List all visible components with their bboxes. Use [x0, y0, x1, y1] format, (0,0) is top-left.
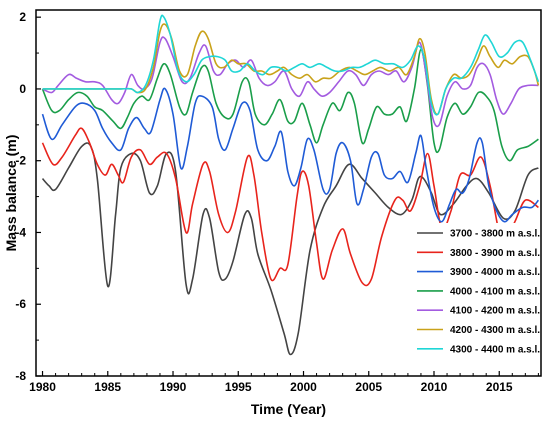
x-tick-label: 1995: [225, 380, 252, 394]
x-tick-label: 1990: [160, 380, 187, 394]
series-line-3: [41, 87, 540, 223]
series-line-7: [42, 14, 540, 116]
x-tick-label: 2010: [421, 380, 448, 394]
series-layer: [41, 14, 540, 356]
x-axis-title: Time (Year): [251, 401, 326, 417]
series-line-1: [41, 142, 539, 356]
x-tick-label: 2005: [355, 380, 382, 394]
legend-label-1: 3700 - 3800 m a.s.l.: [450, 229, 540, 240]
legend-label-5: 4100 - 4200 m a.s.l.: [450, 306, 540, 317]
y-tick-label: 2: [19, 10, 26, 24]
y-tick-label: -6: [15, 297, 26, 311]
x-tick-label: 2000: [290, 380, 317, 394]
y-tick-label: 0: [19, 82, 26, 96]
series-line-6: [42, 23, 540, 116]
x-tick-label: 1980: [29, 380, 56, 394]
legend-label-4: 4000 - 4100 m a.s.l.: [450, 286, 540, 297]
x-tick-label: 2015: [486, 380, 513, 394]
x-axis: 1980 1985 1990 1995 2000 2005 2010 2015: [29, 371, 539, 394]
x-tick-label: 1985: [94, 380, 121, 394]
y-axis-title: Mass balance (m): [3, 135, 19, 252]
legend: 3700 - 3800 m a.s.l. 3800 - 3900 m a.s.l.…: [411, 223, 540, 363]
legend-background: [411, 223, 539, 363]
legend-label-6: 4200 - 4300 m a.s.l.: [450, 325, 540, 336]
legend-label-7: 4300 - 4400 m a.s.l.: [450, 344, 540, 355]
y-tick-label: -8: [15, 369, 26, 383]
series-line-5: [42, 36, 539, 128]
series-line-4: [41, 48, 539, 162]
y-axis: 2 0 -2 -4 -6 -8: [15, 10, 41, 383]
y-tick-label: -4: [15, 225, 26, 239]
plot-frame: [35, 9, 542, 377]
legend-label-2: 3800 - 3900 m a.s.l.: [450, 248, 540, 259]
legend-label-3: 3900 - 4000 m a.s.l.: [450, 267, 540, 278]
y-tick-label: -2: [15, 154, 26, 168]
